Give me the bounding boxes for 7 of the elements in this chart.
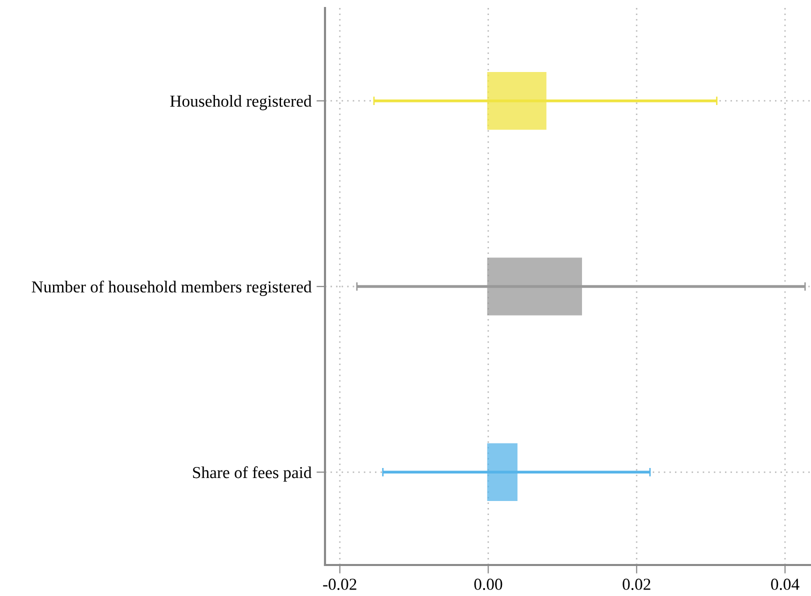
x-tick-label: 0.00: [474, 578, 502, 590]
y-tick-label: Share of fees paid: [193, 466, 312, 482]
x-tick-label: -0.02: [323, 578, 356, 590]
x-tick-label: 0.02: [622, 578, 650, 590]
y-tick-label: Number of household members registered: [32, 280, 312, 296]
x-tick-label: 0.04: [771, 578, 800, 590]
y-tick-label: Household registered: [170, 95, 312, 110]
